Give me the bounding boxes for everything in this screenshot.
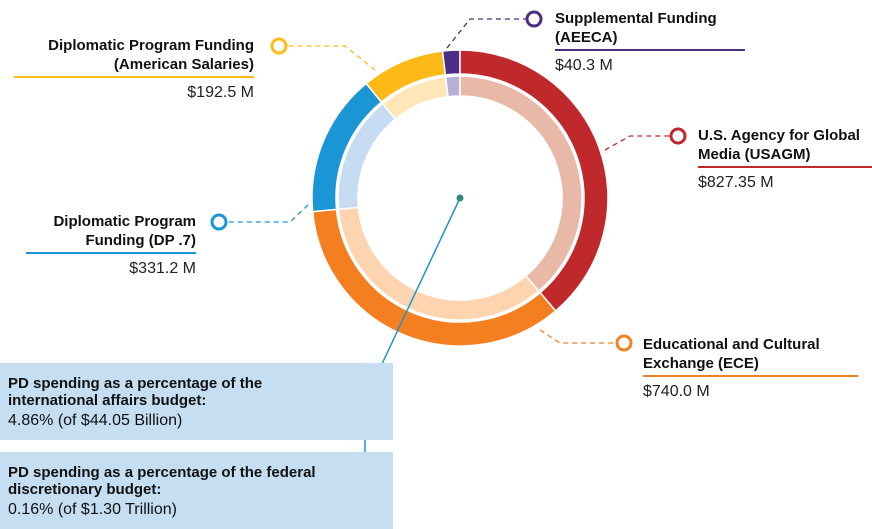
note-text: 0.16% (of $1.30 Trillion) [8, 501, 177, 518]
center-dot [456, 194, 464, 202]
outer-segment [365, 50, 447, 104]
slice-label: Diplomatic Program Funding (American Sal… [14, 36, 254, 102]
slice-label: U.S. Agency for Global Media (USAGM) $827… [698, 126, 872, 192]
slice-value-label: $331.2 M [129, 260, 196, 277]
slice-name: Diplomatic Program Funding (DP .7) [26, 212, 196, 254]
note-heading: PD spending as a percentage of the feder… [8, 464, 316, 498]
note-text: 4.86% (of $44.05 Billion) [8, 412, 183, 429]
note-heading: PD spending as a percentage of the inter… [8, 375, 263, 409]
inner-segment [381, 76, 449, 121]
leader-dot [669, 127, 687, 145]
slice-name: Educational and Cultural Exchange (ECE) [643, 335, 858, 377]
slice-name: Diplomatic Program Funding (American Sal… [14, 36, 254, 78]
leader-dot [210, 213, 228, 231]
note-box: PD spending as a percentage of the inter… [0, 363, 393, 440]
slice-name: Supplemental Funding (AEECA) [555, 9, 745, 51]
slice-value-label: $192.5 M [187, 84, 254, 101]
slice-label: Supplemental Funding (AEECA) $40.3 M [555, 9, 745, 75]
leader-line [604, 135, 678, 151]
note-box: PD spending as a percentage of the feder… [0, 452, 393, 529]
slice-value-label: $40.3 M [555, 57, 613, 74]
leader-dot [525, 10, 543, 28]
leader-dot [615, 334, 633, 352]
leader-line [539, 329, 624, 344]
leader-line [279, 45, 376, 71]
slice-label: Educational and Cultural Exchange (ECE) $… [643, 335, 858, 401]
slice-label: Diplomatic Program Funding (DP .7) $331.2… [26, 212, 196, 278]
leader-dot [270, 37, 288, 55]
slice-value-label: $740.0 M [643, 383, 710, 400]
leader-line [219, 204, 309, 223]
slice-value-label: $827.35 M [698, 174, 774, 191]
slice-name: U.S. Agency for Global Media (USAGM) [698, 126, 872, 168]
leader-line [446, 18, 534, 49]
